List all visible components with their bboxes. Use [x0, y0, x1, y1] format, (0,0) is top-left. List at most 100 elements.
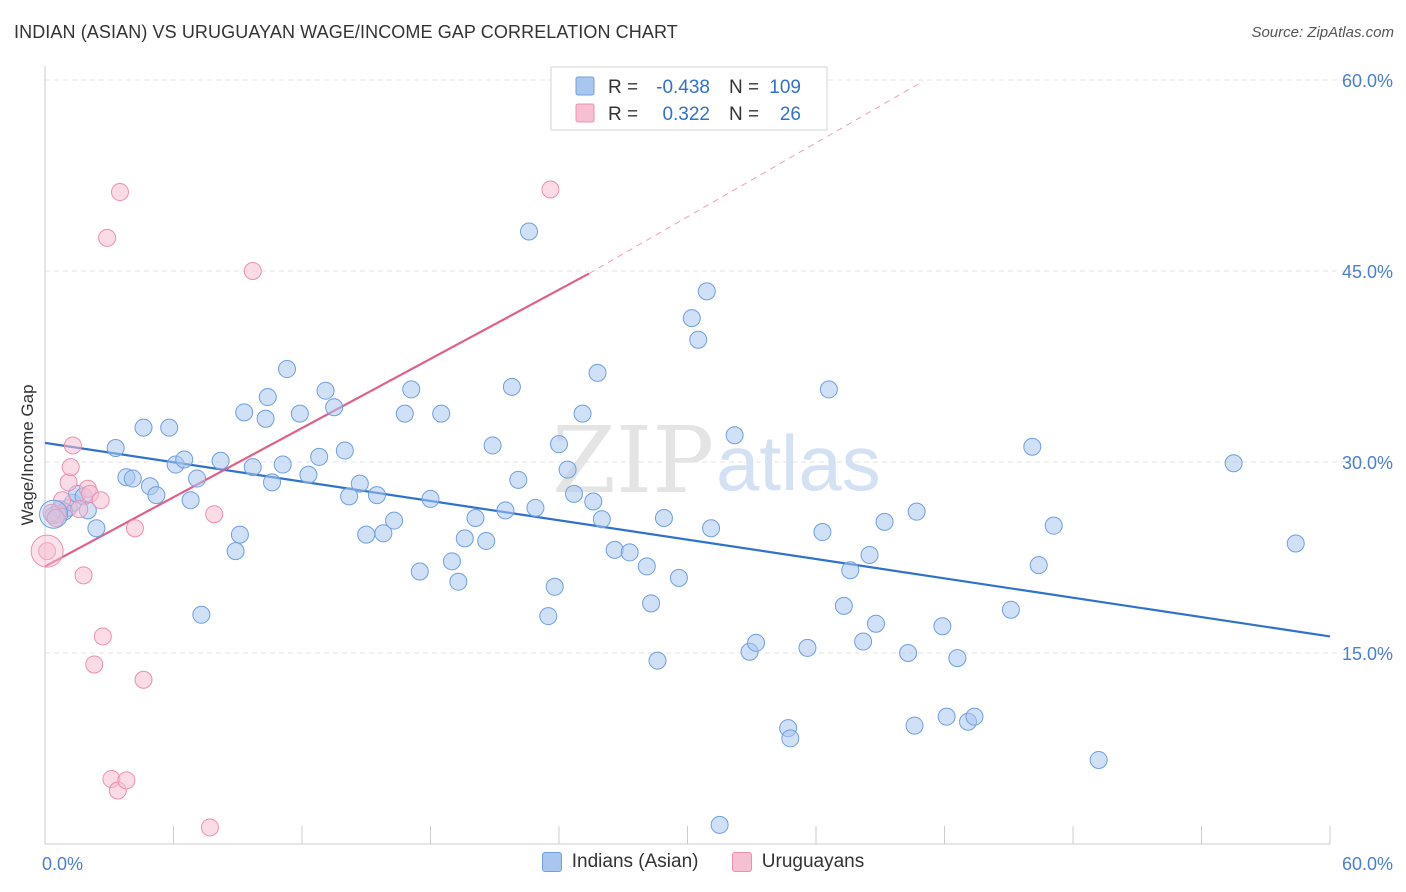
- point-0-90: [860, 545, 879, 564]
- point-0-49: [455, 529, 474, 548]
- point-0-83: [781, 729, 800, 748]
- point-0-100: [965, 707, 984, 726]
- legend-n-label-2: N =: [729, 104, 759, 125]
- point-0-67: [605, 540, 624, 559]
- series-legend: Indians (Asian) Uruguayans: [0, 851, 1406, 878]
- point-0-78: [710, 815, 729, 834]
- point-1-19: [134, 670, 153, 689]
- point-0-94: [905, 716, 924, 735]
- point-0-29: [278, 360, 297, 379]
- trend-line-0: [44, 441, 1331, 638]
- point-0-18: [188, 469, 207, 488]
- point-1-6: [70, 500, 89, 519]
- point-0-70: [642, 594, 661, 613]
- point-0-32: [310, 447, 329, 466]
- point-0-21: [226, 542, 245, 561]
- point-0-57: [526, 498, 545, 517]
- point-0-11: [134, 418, 153, 437]
- point-0-58: [539, 607, 558, 626]
- x-tick-label-1: 60.0%: [1342, 854, 1393, 874]
- y-tick-label-1: 30.0%: [1342, 453, 1393, 473]
- point-0-74: [682, 309, 701, 328]
- point-1-12: [93, 627, 112, 646]
- point-0-95: [907, 502, 926, 521]
- axes: [44, 66, 1331, 845]
- point-0-34: [325, 398, 344, 417]
- legend-r-label-1: R =: [608, 77, 638, 98]
- trend-line-extension-1: [588, 80, 924, 274]
- point-0-8: [106, 438, 125, 457]
- tick-labels: 15.0% 30.0% 45.0% 60.0% 0.0% 60.0%: [42, 71, 1393, 874]
- point-0-16: [175, 450, 194, 469]
- point-0-60: [550, 435, 568, 454]
- y-axis-label: Wage/Income Gap: [18, 384, 37, 525]
- point-1-5: [63, 436, 82, 455]
- stats-legend: R = -0.438 N = 109 R = 0.322 N = 26: [550, 66, 828, 131]
- point-0-46: [432, 404, 451, 423]
- legend-r-label-2: R =: [608, 104, 638, 125]
- legend-r-value-1: -0.438: [656, 77, 710, 98]
- point-0-48: [449, 572, 468, 591]
- point-cluster-blue: [39, 499, 69, 529]
- legend-label-uruguayans: Uruguayans: [761, 851, 865, 872]
- point-0-27: [263, 473, 282, 492]
- trend-line-1: [44, 272, 590, 568]
- legend-n-value-1: 109: [769, 77, 801, 98]
- point-cluster-pink: [30, 534, 64, 568]
- point-1-21: [200, 818, 219, 837]
- point-0-63: [573, 404, 592, 423]
- point-0-52: [483, 436, 502, 455]
- point-0-40: [374, 524, 393, 543]
- point-0-19: [192, 605, 211, 624]
- point-0-20: [211, 451, 230, 470]
- point-0-36: [340, 487, 359, 506]
- x-tick-label-0: 0.0%: [42, 854, 83, 874]
- point-0-22: [230, 525, 249, 544]
- legend-swatch-uruguayans: [731, 852, 752, 872]
- point-0-41: [385, 511, 404, 530]
- source-label: Source: ZipAtlas.com: [1251, 24, 1394, 41]
- point-0-91: [866, 614, 885, 633]
- point-0-79: [725, 426, 744, 445]
- point-0-71: [648, 651, 667, 670]
- data-points: [30, 180, 1305, 837]
- point-1-4: [61, 458, 80, 477]
- point-0-54: [502, 377, 521, 396]
- point-0-68: [620, 543, 639, 562]
- point-0-85: [813, 523, 832, 542]
- point-0-23: [235, 403, 254, 422]
- watermark: ZIP atlas: [552, 407, 881, 514]
- point-0-53: [496, 501, 515, 520]
- point-0-35: [335, 441, 354, 460]
- point-0-56: [520, 222, 539, 241]
- point-0-89: [854, 632, 873, 651]
- legend-n-label-1: N =: [729, 77, 759, 98]
- point-0-30: [290, 404, 309, 423]
- point-1-16: [110, 183, 129, 202]
- point-0-97: [937, 707, 956, 726]
- point-1-18: [125, 519, 144, 538]
- point-0-96: [933, 617, 952, 636]
- point-0-76: [697, 282, 716, 301]
- legend-swatch-pink: [575, 103, 595, 123]
- legend-item-indians: Indians (Asian): [541, 851, 699, 873]
- point-0-25: [256, 409, 275, 428]
- point-0-24: [243, 458, 262, 477]
- point-1-7: [74, 566, 93, 585]
- point-0-43: [402, 380, 421, 399]
- point-0-33: [316, 381, 335, 400]
- point-1-23: [541, 180, 560, 199]
- point-1-22: [243, 262, 262, 280]
- point-0-51: [477, 531, 496, 550]
- point-1-10: [85, 655, 104, 674]
- point-0-37: [350, 474, 369, 493]
- point-1-25: [46, 509, 65, 528]
- point-0-72: [654, 509, 673, 528]
- gridlines: [45, 79, 1392, 654]
- point-1-0: [38, 542, 57, 561]
- point-0-87: [834, 596, 853, 615]
- y-tick-label-2: 45.0%: [1342, 262, 1393, 282]
- point-0-101: [1001, 600, 1020, 619]
- point-0-17: [181, 491, 200, 510]
- trend-lines: [44, 80, 1331, 638]
